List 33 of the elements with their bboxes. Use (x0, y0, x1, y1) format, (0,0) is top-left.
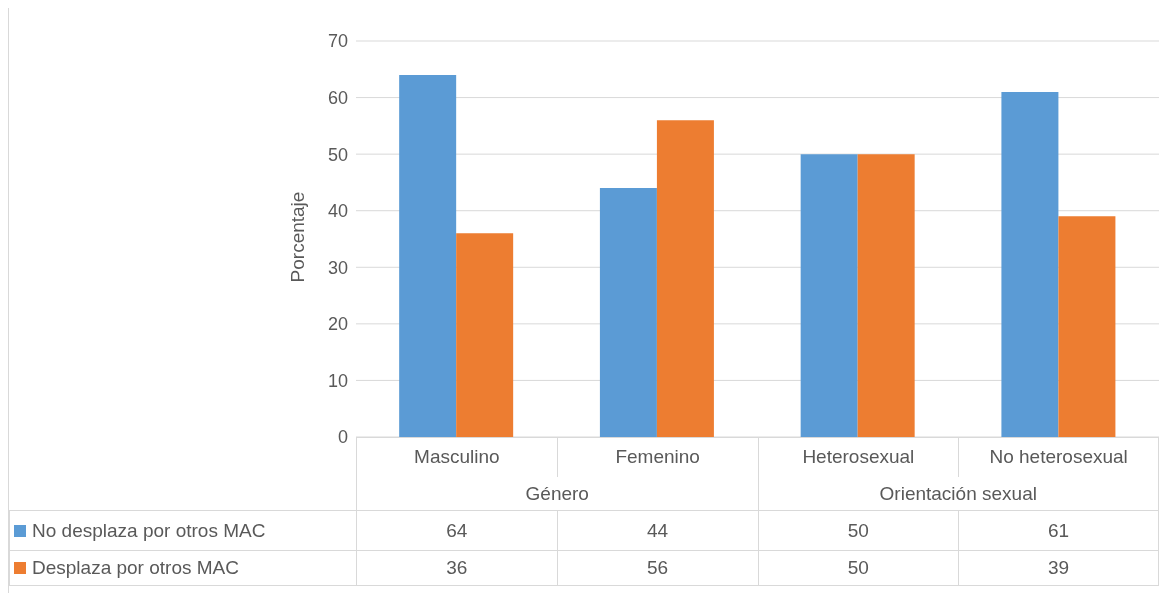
bar (599, 188, 657, 437)
data-label: 39 (958, 550, 1159, 586)
y-tick-label: 70 (327, 31, 348, 52)
legend-label: Desplaza por otros MAC (31, 557, 240, 579)
y-tick-label: 20 (327, 314, 348, 335)
data-label: 44 (556, 510, 758, 550)
y-tick-label: 10 (327, 370, 348, 391)
data-label: 50 (757, 510, 959, 550)
bar (656, 120, 714, 437)
data-label: 61 (958, 510, 1159, 550)
y-tick-label: 40 (327, 201, 348, 222)
y-tick-label: 0 (337, 427, 348, 448)
y-axis-title: Porcentaje (287, 191, 308, 283)
bar (800, 154, 858, 437)
data-label: 36 (356, 550, 557, 586)
legend-label: No desplaza por otros MAC (31, 519, 267, 542)
bar (1058, 216, 1116, 437)
y-tick-label: 30 (327, 257, 348, 278)
x-tick-label: Masculino (356, 437, 557, 477)
y-tick-label: 60 (327, 87, 348, 108)
x-tick-label: No heterosexual (958, 437, 1159, 477)
text: Orientación sexual (757, 477, 1159, 510)
bar (456, 233, 514, 437)
x-tick-label: Heterosexual (757, 437, 959, 477)
data-label: 64 (356, 510, 557, 550)
bar (857, 154, 915, 437)
x-tick-label: Femenino (556, 437, 758, 477)
data-label: 50 (757, 550, 959, 586)
bar (399, 74, 457, 437)
bar (1001, 91, 1059, 437)
y-tick-label: 50 (327, 144, 348, 165)
text: Género (356, 477, 758, 510)
data-label: 56 (556, 550, 758, 586)
